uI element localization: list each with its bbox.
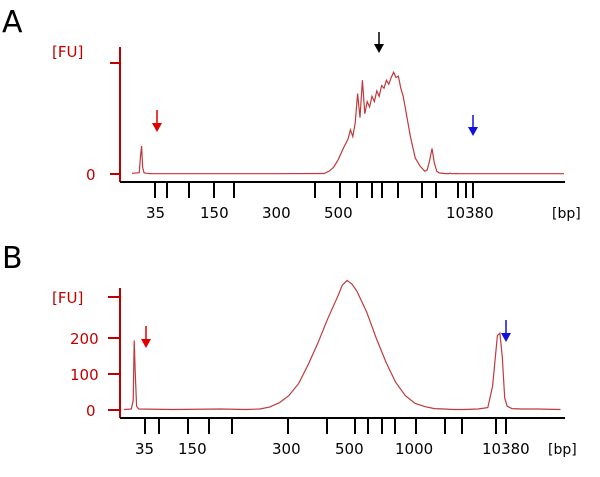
panel-b-ytick-label-100: 100 <box>70 366 99 384</box>
panel-a-xtick-label-150: 150 <box>200 204 229 222</box>
panel-a-blue-arrow <box>468 115 478 136</box>
panel-a-trace-line <box>131 70 564 175</box>
panel-b-x-ticks <box>144 418 507 434</box>
panel-b-xtick-label-35: 35 <box>135 440 154 458</box>
panel-b-x-unit-label: [bp] <box>548 442 577 458</box>
panel-a-red-arrow <box>152 110 162 132</box>
panel-b-red-arrow <box>141 326 151 348</box>
panel-a-xtick-label-35: 35 <box>146 204 165 222</box>
panel-a-xtick-label-500: 500 <box>324 204 353 222</box>
panel-a-label: A <box>2 5 23 40</box>
panel-a-x-ticks <box>154 182 474 198</box>
panel-b-ytick-label-200: 200 <box>70 330 99 348</box>
panel-a-black-arrow <box>374 32 384 53</box>
panel-b-y-unit-label: [FU] <box>52 289 83 307</box>
panel-b-xtick-label-10380: 10380 <box>482 440 530 458</box>
panel-b-ytick-label-0: 0 <box>86 402 96 420</box>
panel-b: B [FU] 200 100 0 35 150 300 500 1000 103… <box>2 241 577 458</box>
panel-a-xtick-label-10380: 10380 <box>446 204 494 222</box>
panel-b-xtick-label-300: 300 <box>272 440 301 458</box>
panel-b-label: B <box>2 241 23 276</box>
panel-a: A [FU] 0 35 150 300 500 10380 [bp] <box>2 5 581 222</box>
panel-a-x-unit-label: [bp] <box>552 206 581 222</box>
panel-b-blue-arrow <box>501 320 511 342</box>
panel-b-xtick-label-1000: 1000 <box>395 440 433 458</box>
panel-a-y-unit-label: [FU] <box>52 43 83 61</box>
panel-a-xtick-label-300: 300 <box>262 204 291 222</box>
panel-b-xtick-label-150: 150 <box>178 440 207 458</box>
panel-b-trace-line <box>123 279 561 411</box>
panel-a-ytick-label-0: 0 <box>86 166 96 184</box>
panel-b-xtick-label-500: 500 <box>335 440 364 458</box>
